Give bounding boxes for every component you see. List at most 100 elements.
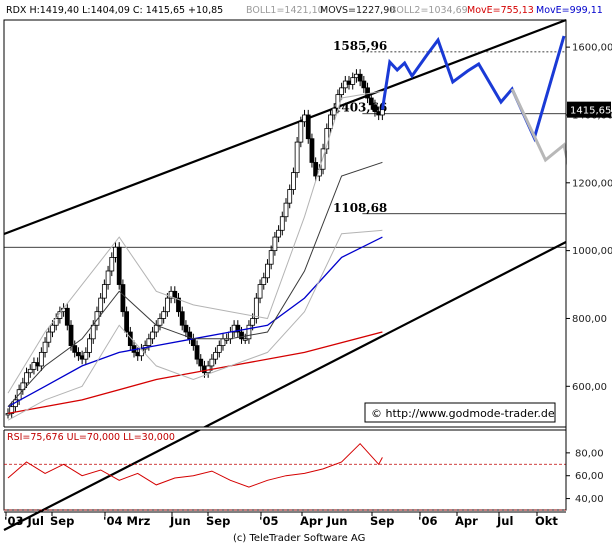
price-candle xyxy=(331,107,337,116)
price-candle xyxy=(246,324,252,340)
price-candle xyxy=(216,345,222,353)
lower-channel-line xyxy=(3,241,567,531)
price-candle xyxy=(198,358,204,367)
price-candle xyxy=(279,216,285,231)
price-candle xyxy=(109,257,115,272)
price-candle xyxy=(357,73,363,82)
x-tick-label: Sep xyxy=(50,514,74,528)
x-tick-label: Apr xyxy=(455,514,478,528)
rsi-line xyxy=(7,442,383,488)
price-candle xyxy=(83,351,89,360)
price-candle xyxy=(127,331,133,346)
price-candle xyxy=(276,229,281,238)
watermark-box xyxy=(364,402,556,423)
overlay-layer xyxy=(7,35,577,421)
y-tick-label: 1200,00 xyxy=(572,178,612,189)
rsi-y-tick-label: 80,00 xyxy=(575,448,604,459)
level-label: 1585,96 xyxy=(333,39,387,53)
price-candle xyxy=(298,121,304,143)
series-move xyxy=(7,331,383,415)
price-candle xyxy=(176,297,181,313)
price-candle xyxy=(94,311,100,326)
boll2-label: BOLL2=1034,69 xyxy=(390,5,468,16)
projection-path xyxy=(380,35,566,143)
x-tick-label: Sep xyxy=(206,514,230,528)
rsi-layer xyxy=(4,442,566,511)
x-tick-label: '04 Mrz xyxy=(103,514,151,528)
price-candle xyxy=(164,297,170,313)
move-long-label: MovE=755,13 xyxy=(467,5,534,16)
price-candle xyxy=(50,324,55,333)
price-candle xyxy=(372,104,378,112)
boll1-label: BOLL1=1421,10 xyxy=(246,5,324,16)
series-boll2 xyxy=(7,229,383,421)
ohlc-text: RDX H:1419,40 L:1404,09 C: 1415,65 +10,8… xyxy=(6,5,223,16)
price-candle xyxy=(157,318,163,326)
price-candle xyxy=(257,284,263,299)
watermark-text: © http://www.godmode-trader.de xyxy=(371,407,555,420)
price-candle xyxy=(101,284,107,299)
price-candle xyxy=(213,351,218,360)
rsi-label: RSI=75,676 UL=70,000 LL=30,000 xyxy=(7,432,175,443)
price-candle xyxy=(294,141,300,174)
upper-channel-line xyxy=(3,18,567,236)
level-label: 1108,68 xyxy=(333,201,387,215)
price-candle xyxy=(146,338,152,347)
price-candle xyxy=(242,338,248,341)
price-candle xyxy=(227,331,233,340)
last-price-box xyxy=(567,101,611,118)
x-tick-label: '05 xyxy=(259,514,279,528)
price-candle xyxy=(368,97,374,106)
series-movs xyxy=(7,161,383,407)
price-candle xyxy=(261,277,267,285)
price-candle xyxy=(64,307,70,326)
x-tick-label: Jul xyxy=(496,514,513,528)
price-candle xyxy=(305,114,311,140)
price-candle xyxy=(161,311,167,319)
price-candle xyxy=(320,148,326,170)
price-candle xyxy=(87,338,92,353)
price-candle xyxy=(194,345,200,360)
movs-label: MOVS=1227,90 xyxy=(320,5,395,16)
x-tick-label: Apr Jun xyxy=(300,514,347,528)
price-candle xyxy=(124,311,130,333)
price-candle xyxy=(9,406,15,414)
x-tick-label: '03 Jul xyxy=(4,514,44,528)
price-candle xyxy=(287,189,293,204)
price-candle xyxy=(209,358,215,367)
price-candle xyxy=(46,331,52,343)
x-tick-label: '06 xyxy=(418,514,438,528)
price-candle xyxy=(265,263,270,279)
price-candle xyxy=(116,246,122,285)
price-candle xyxy=(272,236,278,252)
move-mid-label: MovE=999,11 xyxy=(536,5,603,16)
panel-gap xyxy=(0,427,612,430)
x-tick-label: Sep xyxy=(370,514,394,528)
price-candle xyxy=(328,114,333,129)
price-candle xyxy=(309,138,315,163)
x-tick-label: Jun xyxy=(169,514,191,528)
price-candle xyxy=(24,372,29,384)
y-tick-label: 800,00 xyxy=(572,314,607,325)
price-candle xyxy=(68,324,74,347)
price-candle xyxy=(120,284,126,313)
series-boll1 xyxy=(7,90,383,394)
price-candle xyxy=(38,351,44,367)
price-candle xyxy=(27,368,33,374)
credit-text: (c) TeleTrader Software AG xyxy=(233,533,365,544)
last-price-label: 1415,65 xyxy=(570,106,611,117)
price-candle xyxy=(253,297,259,319)
rsi-y-tick-label: 40,00 xyxy=(575,494,604,505)
price-candle xyxy=(283,202,289,218)
price-candle xyxy=(183,324,189,333)
y-tick-label: 1600,00 xyxy=(572,43,612,54)
price-candle xyxy=(150,331,155,340)
price-panel xyxy=(3,19,567,428)
price-candle xyxy=(76,351,81,357)
y-axis-area xyxy=(567,20,612,510)
price-candle xyxy=(365,87,370,99)
axis-layer: 600,00800,001000,001200,001400,001600,00… xyxy=(0,20,612,528)
price-candle xyxy=(190,338,196,347)
rsi-y-tick-label: 60,00 xyxy=(575,471,604,482)
